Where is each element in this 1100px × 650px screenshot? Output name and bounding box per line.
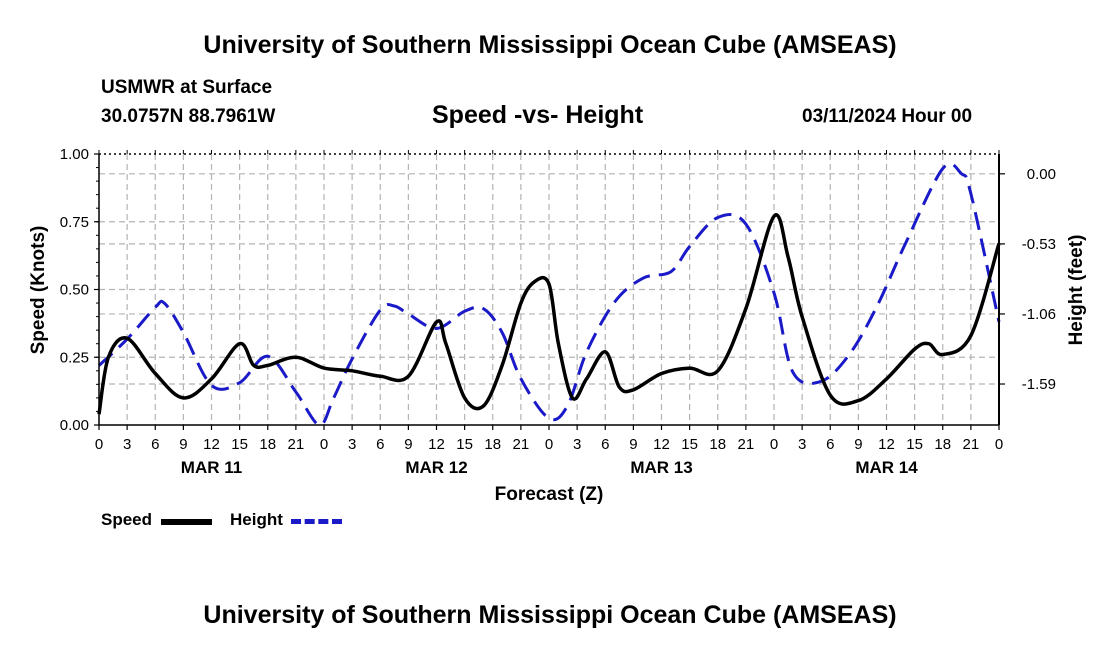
- x-tick-label: 6: [601, 436, 609, 453]
- legend-speed-swatch: [161, 519, 212, 525]
- bottom-title: University of Southern Mississippi Ocean…: [203, 601, 897, 629]
- x-tick-label: 6: [826, 436, 834, 453]
- day-label: MAR 12: [405, 458, 467, 477]
- y-axis-label-left: Speed (Knots): [28, 226, 49, 355]
- date-label: 03/11/2024 Hour 00: [802, 106, 973, 127]
- x-tick-label: 3: [573, 436, 581, 453]
- x-tick-label: 18: [484, 436, 501, 453]
- x-tick-label: 12: [428, 436, 445, 453]
- y-tick-label-left: 0.75: [60, 214, 89, 231]
- x-tick-label: 6: [151, 436, 159, 453]
- y-tick-label-left: 0.25: [60, 349, 89, 366]
- day-label: MAR 14: [855, 458, 918, 477]
- x-tick-label: 9: [404, 436, 412, 453]
- x-tick-label: 18: [259, 436, 276, 453]
- x-tick-label: 21: [963, 436, 980, 453]
- y-tick-label-right: -1.06: [1022, 306, 1056, 323]
- series-height-line: [97, 162, 1001, 427]
- x-tick-label: 0: [95, 436, 103, 453]
- legend-height-swatch: [291, 519, 342, 524]
- series-layer: [97, 162, 1001, 427]
- x-tick-label: 9: [179, 436, 187, 453]
- x-tick-label: 15: [456, 436, 473, 453]
- x-tick-label: 18: [934, 436, 951, 453]
- legend-speed-label: Speed: [101, 510, 153, 529]
- x-tick-label: 15: [681, 436, 698, 453]
- x-tick-label: 15: [906, 436, 923, 453]
- y-tick-label-right: -0.53: [1022, 236, 1056, 253]
- day-label: MAR 13: [630, 458, 692, 477]
- series-speed-line: [97, 213, 1001, 415]
- day-label: MAR 11: [181, 458, 242, 477]
- x-tick-label: 0: [995, 436, 1003, 453]
- x-tick-label: 12: [653, 436, 670, 453]
- y-axis-label-right: Height (feet): [1066, 235, 1087, 346]
- x-tick-label: 21: [738, 436, 755, 453]
- x-tick-label: 0: [770, 436, 778, 453]
- y-tick-label-right: 0.00: [1027, 166, 1056, 183]
- y-tick-label-left: 0.50: [60, 282, 89, 299]
- legend-height-label: Height: [230, 510, 283, 529]
- x-tick-label: 0: [545, 436, 553, 453]
- x-tick-label: 18: [709, 436, 726, 453]
- tick-labels: 0 3 6 9 12 15 18 21 0 3 6 9 12 15 18 21 0 3 6 9 12 15 18 21 0 3 6 9…: [60, 146, 1056, 477]
- top-title: University of Southern Mississippi Ocean…: [203, 31, 897, 59]
- station-label: USMWR at Surface: [101, 77, 273, 98]
- axes: [94, 150, 1005, 430]
- x-axis-label: Forecast (Z): [495, 484, 604, 505]
- x-tick-label: 12: [203, 436, 220, 453]
- x-tick-label: 9: [629, 436, 637, 453]
- x-tick-label: 9: [854, 436, 862, 453]
- x-tick-label: 3: [348, 436, 356, 453]
- x-tick-label: 6: [376, 436, 384, 453]
- x-tick-label: 0: [320, 436, 328, 453]
- x-tick-label: 21: [513, 436, 530, 453]
- x-tick-label: 3: [798, 436, 806, 453]
- x-tick-label: 21: [288, 436, 305, 453]
- x-tick-label: 12: [878, 436, 895, 453]
- coordinates-label: 30.0757N 88.7961W: [101, 106, 276, 127]
- x-tick-label: 3: [123, 436, 131, 453]
- plot-title: Speed -vs- Height: [432, 101, 644, 129]
- y-tick-label-left: 1.00: [60, 146, 89, 163]
- x-tick-label: 15: [231, 436, 248, 453]
- y-tick-label-right: -1.59: [1022, 376, 1056, 393]
- y-tick-label-left: 0.00: [60, 417, 89, 434]
